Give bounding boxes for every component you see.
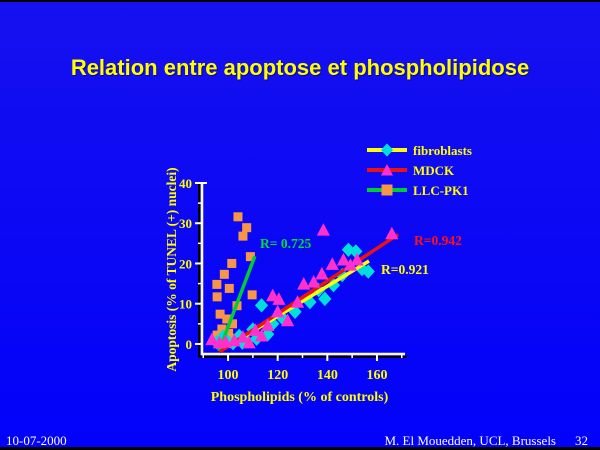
y-axis-title: Apoptosis (% of TUNEL (+) nuclei) (164, 167, 179, 371)
data-point (233, 212, 243, 222)
data-point (350, 252, 364, 266)
legend-item: LLC-PK1 (367, 183, 469, 198)
data-point (227, 333, 241, 347)
x-tick-label: 160 (366, 368, 387, 383)
data-point (266, 316, 280, 332)
data-point (254, 328, 269, 342)
legend-marker (381, 184, 393, 196)
data-point (271, 304, 285, 318)
x-tick-label: 120 (267, 368, 288, 383)
r-value-label: R=0.921 (381, 262, 429, 277)
legend-item: fibroblasts (367, 143, 472, 158)
legend-item: MDCK (367, 163, 455, 178)
data-point (325, 257, 339, 270)
plot-axes: 0 10 20 30 40 100 120 140 160 (179, 176, 407, 383)
data-point (212, 292, 222, 302)
data-point (212, 279, 222, 289)
data-point (212, 330, 222, 340)
data-point (238, 231, 248, 241)
data-point (307, 274, 321, 288)
data-point (355, 261, 369, 277)
data-point (205, 332, 219, 346)
data-point (343, 258, 358, 271)
trend-line-mdck (218, 233, 400, 354)
legend-label: MDCK (413, 163, 455, 178)
data-point (242, 223, 252, 233)
data-point (242, 335, 256, 349)
x-axis-title: Phospholipids (% of controls) (211, 390, 389, 405)
data-point (219, 269, 229, 279)
data-point (316, 223, 330, 236)
legend-label: LLC-PK1 (413, 183, 469, 198)
data-point (254, 298, 269, 313)
data-point (288, 304, 302, 319)
legend-marker (380, 163, 394, 176)
trend-lines (217, 233, 400, 354)
y-tick-label: 10 (179, 297, 192, 312)
data-point (272, 292, 286, 305)
r-value-label: R=0.942 (414, 233, 462, 248)
data-point (297, 276, 311, 290)
data-point (248, 323, 262, 336)
footer-author: M. El Mouedden, UCL, Brussels (384, 433, 556, 448)
data-point (261, 318, 275, 332)
data-point (361, 264, 375, 279)
data-point (281, 313, 295, 327)
data-point (245, 252, 255, 262)
trend-line-llc-pk1 (217, 255, 257, 352)
data-point (290, 295, 305, 308)
x-tick-label: 140 (317, 368, 338, 383)
data-point (318, 291, 332, 307)
r-value-label: R= 0.725 (260, 236, 311, 251)
data-point (326, 277, 341, 293)
y-tick-label: 30 (179, 216, 192, 231)
footer-date: 10-07-2000 (6, 433, 67, 448)
y-tick-label: 0 (186, 337, 193, 352)
y-tick-label: 20 (179, 256, 192, 271)
data-point (228, 319, 238, 329)
slide-title: Relation entre apoptose et phospholipido… (70, 55, 530, 80)
data-point (227, 258, 237, 268)
data-point (336, 252, 351, 266)
data-point (217, 324, 227, 334)
data-point (222, 314, 232, 324)
y-tick-label: 40 (179, 176, 192, 191)
series-mdck (205, 223, 399, 349)
data-point (315, 266, 329, 280)
chart-legend: fibroblasts MDCK LLC-PK1 (367, 143, 472, 198)
legend-marker (380, 143, 394, 157)
data-point (236, 330, 250, 343)
data-point (349, 244, 363, 259)
footer-page-number: 32 (575, 433, 588, 448)
data-point (224, 283, 234, 293)
legend-label: fibroblasts (413, 143, 472, 158)
data-point (215, 309, 225, 319)
data-point (247, 290, 257, 300)
x-tick-label: 100 (218, 368, 239, 383)
data-point (385, 226, 399, 240)
